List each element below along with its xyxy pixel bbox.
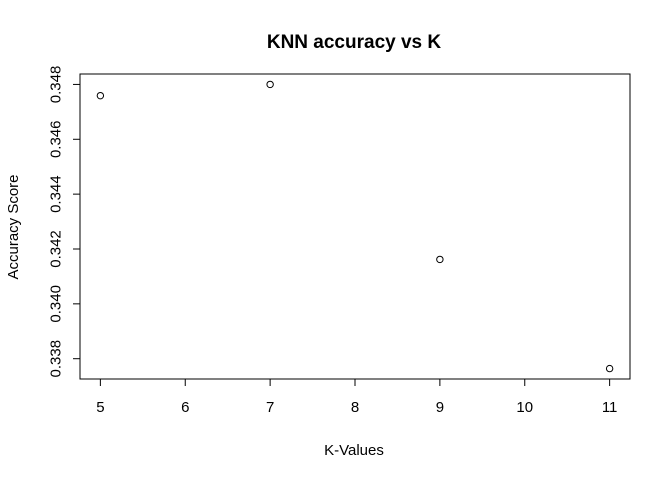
x-tick-label: 10	[516, 399, 533, 416]
data-point	[96, 91, 105, 100]
y-tick-label: 0.344	[48, 175, 65, 213]
y-axis-label: Accuracy Score	[5, 174, 22, 279]
y-tick-label: 0.338	[48, 340, 65, 378]
x-axis: 5 6 7 8 9 10 11	[96, 378, 618, 416]
x-tick-label: 6	[181, 399, 189, 416]
data-point	[266, 80, 274, 89]
data-point	[436, 255, 444, 264]
y-tick-label: 0.348	[48, 66, 65, 104]
x-tick-label: 11	[602, 399, 618, 416]
plot-frame	[79, 73, 631, 380]
data-point	[605, 364, 614, 373]
x-tick-label: 8	[351, 399, 359, 416]
y-tick-label: 0.346	[48, 121, 65, 159]
y-tick-label: 0.340	[48, 285, 65, 323]
x-tick-label: 7	[266, 399, 274, 416]
y-axis: 0.338 0.340 0.342 0.344 0.346 0.348	[48, 66, 81, 378]
y-tick-label: 0.342	[48, 230, 65, 268]
chart-title: KNN accuracy vs K	[267, 32, 442, 53]
x-tick-label: 5	[96, 399, 104, 416]
x-axis-label: K-Values	[324, 442, 384, 459]
data-points	[96, 80, 614, 373]
x-tick-label: 9	[436, 399, 444, 416]
